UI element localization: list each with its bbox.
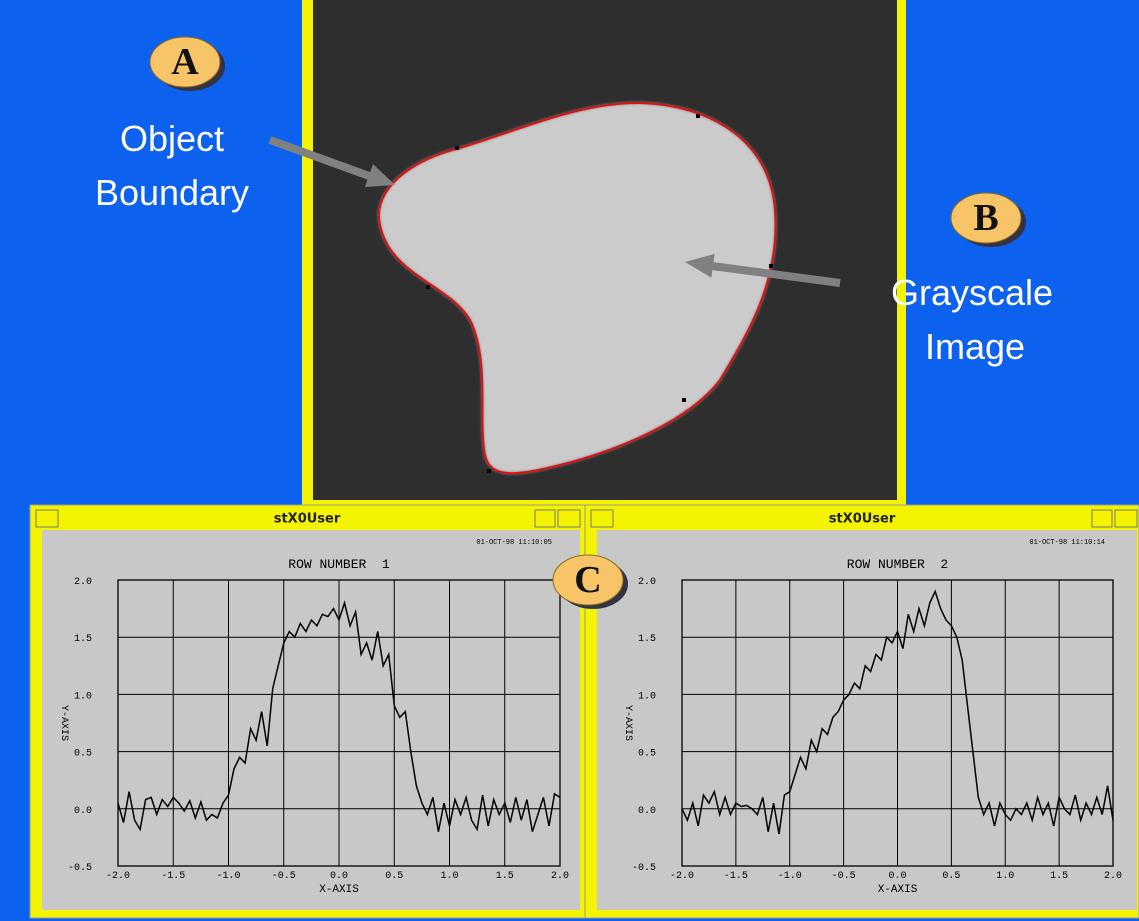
y-tick-label: 2.0 — [638, 577, 656, 588]
y-tick-label: 0.0 — [638, 806, 656, 817]
x-tick-label: -1.5 — [724, 871, 748, 882]
y-tick-label: 0.5 — [638, 749, 656, 760]
x-tick-label: -0.5 — [272, 871, 296, 882]
y-tick-label: 0.5 — [74, 749, 92, 760]
label-letter: C — [574, 559, 601, 601]
y-tick-label: 1.0 — [638, 691, 656, 702]
y-tick-label: 1.5 — [638, 634, 656, 645]
x-tick-label: 1.0 — [996, 871, 1014, 882]
window-title: stX0User — [829, 512, 896, 527]
x-tick-label: -1.5 — [161, 871, 185, 882]
y-axis-label: Y-AXIS — [622, 705, 633, 741]
x-tick-label: -2.0 — [106, 871, 130, 882]
x-tick-label: 0.0 — [330, 871, 348, 882]
x-tick-label: -2.0 — [670, 871, 694, 882]
plot-title: ROW NUMBER 2 — [847, 557, 948, 572]
y-tick-label: 0.0 — [74, 806, 92, 817]
y-tick-label: 2.0 — [74, 577, 92, 588]
x-axis-label: X-AXIS — [319, 884, 359, 896]
x-tick-label: 0.0 — [888, 871, 906, 882]
page: Object Boundary Grayscale Image A stX0Us… — [0, 0, 1139, 921]
y-tick-label: 1.0 — [74, 691, 92, 702]
label-letter: A — [171, 41, 199, 83]
x-tick-label: -1.0 — [216, 871, 240, 882]
x-tick-label: 2.0 — [551, 871, 569, 882]
timestamp: 01-OCT-98 11:10:05 — [476, 539, 552, 547]
annotation: Image — [925, 326, 1025, 367]
plot-title: ROW NUMBER 1 — [288, 557, 390, 572]
label-letter: B — [973, 197, 998, 239]
y-tick-label: 1.5 — [74, 634, 92, 645]
x-tick-label: 1.0 — [440, 871, 458, 882]
timestamp: 01-OCT-98 11:10:14 — [1029, 539, 1105, 547]
annotation: Boundary — [95, 172, 249, 213]
annotation: Grayscale — [891, 272, 1053, 313]
x-tick-label: 0.5 — [385, 871, 403, 882]
y-tick-label: -0.5 — [68, 863, 92, 874]
window-title: stX0User — [274, 512, 341, 527]
x-tick-label: 2.0 — [1104, 871, 1122, 882]
slide: Object Boundary Grayscale Image A stX0Us… — [0, 0, 1139, 921]
y-tick-label: -0.5 — [632, 863, 656, 874]
x-tick-label: 1.5 — [496, 871, 514, 882]
y-axis-label: Y-AXIS — [58, 705, 69, 741]
x-tick-label: -1.0 — [778, 871, 802, 882]
annotation: Object — [120, 118, 224, 159]
x-tick-label: 0.5 — [942, 871, 960, 882]
x-tick-label: -0.5 — [832, 871, 856, 882]
x-tick-label: 1.5 — [1050, 871, 1068, 882]
x-axis-label: X-AXIS — [878, 884, 918, 896]
